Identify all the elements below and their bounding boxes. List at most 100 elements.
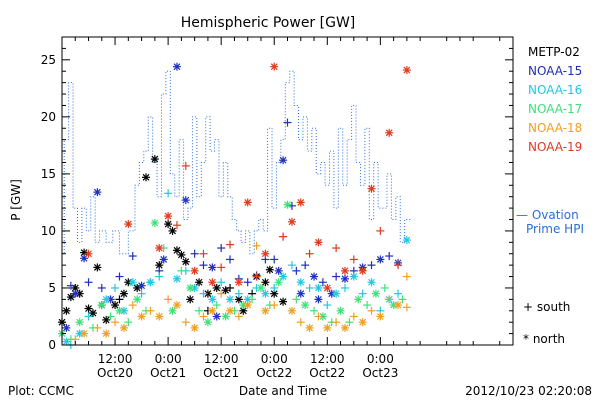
data-point bbox=[287, 306, 296, 315]
y-tick-label: 5 bbox=[48, 281, 56, 295]
point-star-d2 bbox=[173, 275, 181, 283]
data-point bbox=[314, 283, 323, 292]
data-point bbox=[367, 261, 376, 270]
x-tick-label-time: 12:00 bbox=[98, 352, 133, 366]
data-point bbox=[296, 289, 305, 298]
y-tick-label: 15 bbox=[41, 167, 56, 181]
x-tick-label-time: 0:00 bbox=[155, 352, 182, 366]
point-star-d2 bbox=[147, 278, 154, 286]
point-star-d2 bbox=[376, 313, 384, 320]
point-star-d2 bbox=[297, 198, 305, 206]
point-star-d2 bbox=[288, 307, 296, 315]
data-point bbox=[124, 220, 133, 229]
point-star-d2 bbox=[151, 155, 159, 163]
data-point bbox=[270, 301, 279, 310]
point-star-d2 bbox=[182, 258, 190, 266]
data-point bbox=[137, 281, 146, 290]
axes: 051015202512:00Oct200:00Oct2112:00Oct210… bbox=[41, 36, 514, 380]
x-tick-label-date: Oct22 bbox=[256, 366, 292, 380]
point-star-d2 bbox=[62, 324, 70, 332]
data-point bbox=[66, 293, 75, 302]
data-point bbox=[146, 278, 155, 287]
point-star-d2 bbox=[208, 307, 216, 315]
point-star-d2 bbox=[403, 66, 411, 74]
point-star-d2 bbox=[372, 290, 380, 298]
data-point bbox=[243, 198, 252, 207]
data-point bbox=[75, 318, 84, 327]
data-point bbox=[243, 278, 252, 287]
data-point bbox=[279, 272, 288, 281]
data-point bbox=[217, 263, 226, 272]
data-point bbox=[283, 118, 292, 127]
legend-entry: NOAA-19 bbox=[528, 140, 582, 154]
data-point bbox=[358, 266, 367, 275]
data-point bbox=[172, 221, 181, 230]
legend: METP-02 NOAA-15 NOAA-16 NOAA-17 NOAA-18 NOAA-… bbox=[528, 45, 582, 154]
data-point bbox=[217, 289, 226, 298]
point-star-d2 bbox=[164, 212, 172, 220]
point-star-d2 bbox=[85, 250, 92, 258]
point-star-d2 bbox=[279, 156, 287, 164]
data-point bbox=[234, 312, 243, 321]
legend-entry: METP-02 bbox=[528, 45, 580, 59]
data-point bbox=[296, 318, 305, 327]
data-point bbox=[349, 312, 358, 321]
point-star-d2 bbox=[155, 313, 163, 320]
data-point bbox=[217, 244, 226, 253]
point-star-d2 bbox=[275, 267, 283, 275]
point-star-d2 bbox=[169, 307, 176, 315]
point-star-d2 bbox=[337, 307, 344, 315]
point-star-d2 bbox=[332, 290, 340, 298]
data-point bbox=[115, 295, 124, 304]
data-point bbox=[292, 266, 301, 275]
data-point bbox=[340, 323, 349, 332]
data-point bbox=[195, 278, 204, 287]
data-point bbox=[283, 200, 292, 209]
data-point bbox=[261, 306, 270, 315]
data-point bbox=[150, 218, 159, 227]
data-point bbox=[376, 226, 385, 235]
data-point bbox=[226, 255, 235, 264]
x-tick-label-time: 12:00 bbox=[310, 352, 345, 366]
point-star-d2 bbox=[261, 290, 269, 298]
point-star-d2 bbox=[213, 284, 221, 292]
point-star-d2 bbox=[80, 330, 88, 338]
data-point bbox=[93, 188, 102, 197]
data-point bbox=[248, 295, 257, 304]
data-point bbox=[349, 255, 358, 264]
point-star-d2 bbox=[323, 324, 331, 332]
legend-entry: NOAA-16 bbox=[528, 83, 582, 97]
data-point bbox=[310, 272, 319, 281]
data-point bbox=[385, 252, 394, 261]
point-star-d2 bbox=[275, 278, 283, 286]
x-tick-label-time: 0:00 bbox=[261, 352, 288, 366]
data-point bbox=[354, 295, 363, 304]
data-point bbox=[226, 240, 235, 249]
data-point bbox=[212, 312, 221, 321]
data-point bbox=[380, 283, 389, 292]
data-point bbox=[274, 266, 283, 275]
point-star-d2 bbox=[279, 273, 287, 280]
point-star-d2 bbox=[244, 295, 252, 303]
point-star-d2 bbox=[102, 295, 110, 303]
data-point bbox=[402, 303, 411, 312]
point-star-d2 bbox=[173, 301, 181, 309]
data-point bbox=[234, 289, 243, 298]
data-point bbox=[349, 272, 358, 281]
legend-entry: NOAA-15 bbox=[528, 64, 582, 78]
point-star-d2 bbox=[85, 305, 92, 312]
point-star-d2 bbox=[368, 185, 375, 193]
point-star-d2 bbox=[98, 301, 106, 309]
data-point bbox=[332, 272, 341, 281]
data-point bbox=[119, 323, 128, 332]
point-star-d2 bbox=[284, 201, 291, 209]
data-point bbox=[111, 283, 120, 292]
point-star-d2 bbox=[191, 324, 199, 332]
data-point bbox=[287, 261, 296, 270]
data-point bbox=[221, 312, 230, 321]
y-tick-label: 20 bbox=[41, 110, 56, 124]
data-point bbox=[208, 278, 217, 287]
data-point bbox=[305, 283, 314, 292]
data-point bbox=[332, 318, 341, 327]
x-tick-label-time: 0:00 bbox=[367, 352, 394, 366]
